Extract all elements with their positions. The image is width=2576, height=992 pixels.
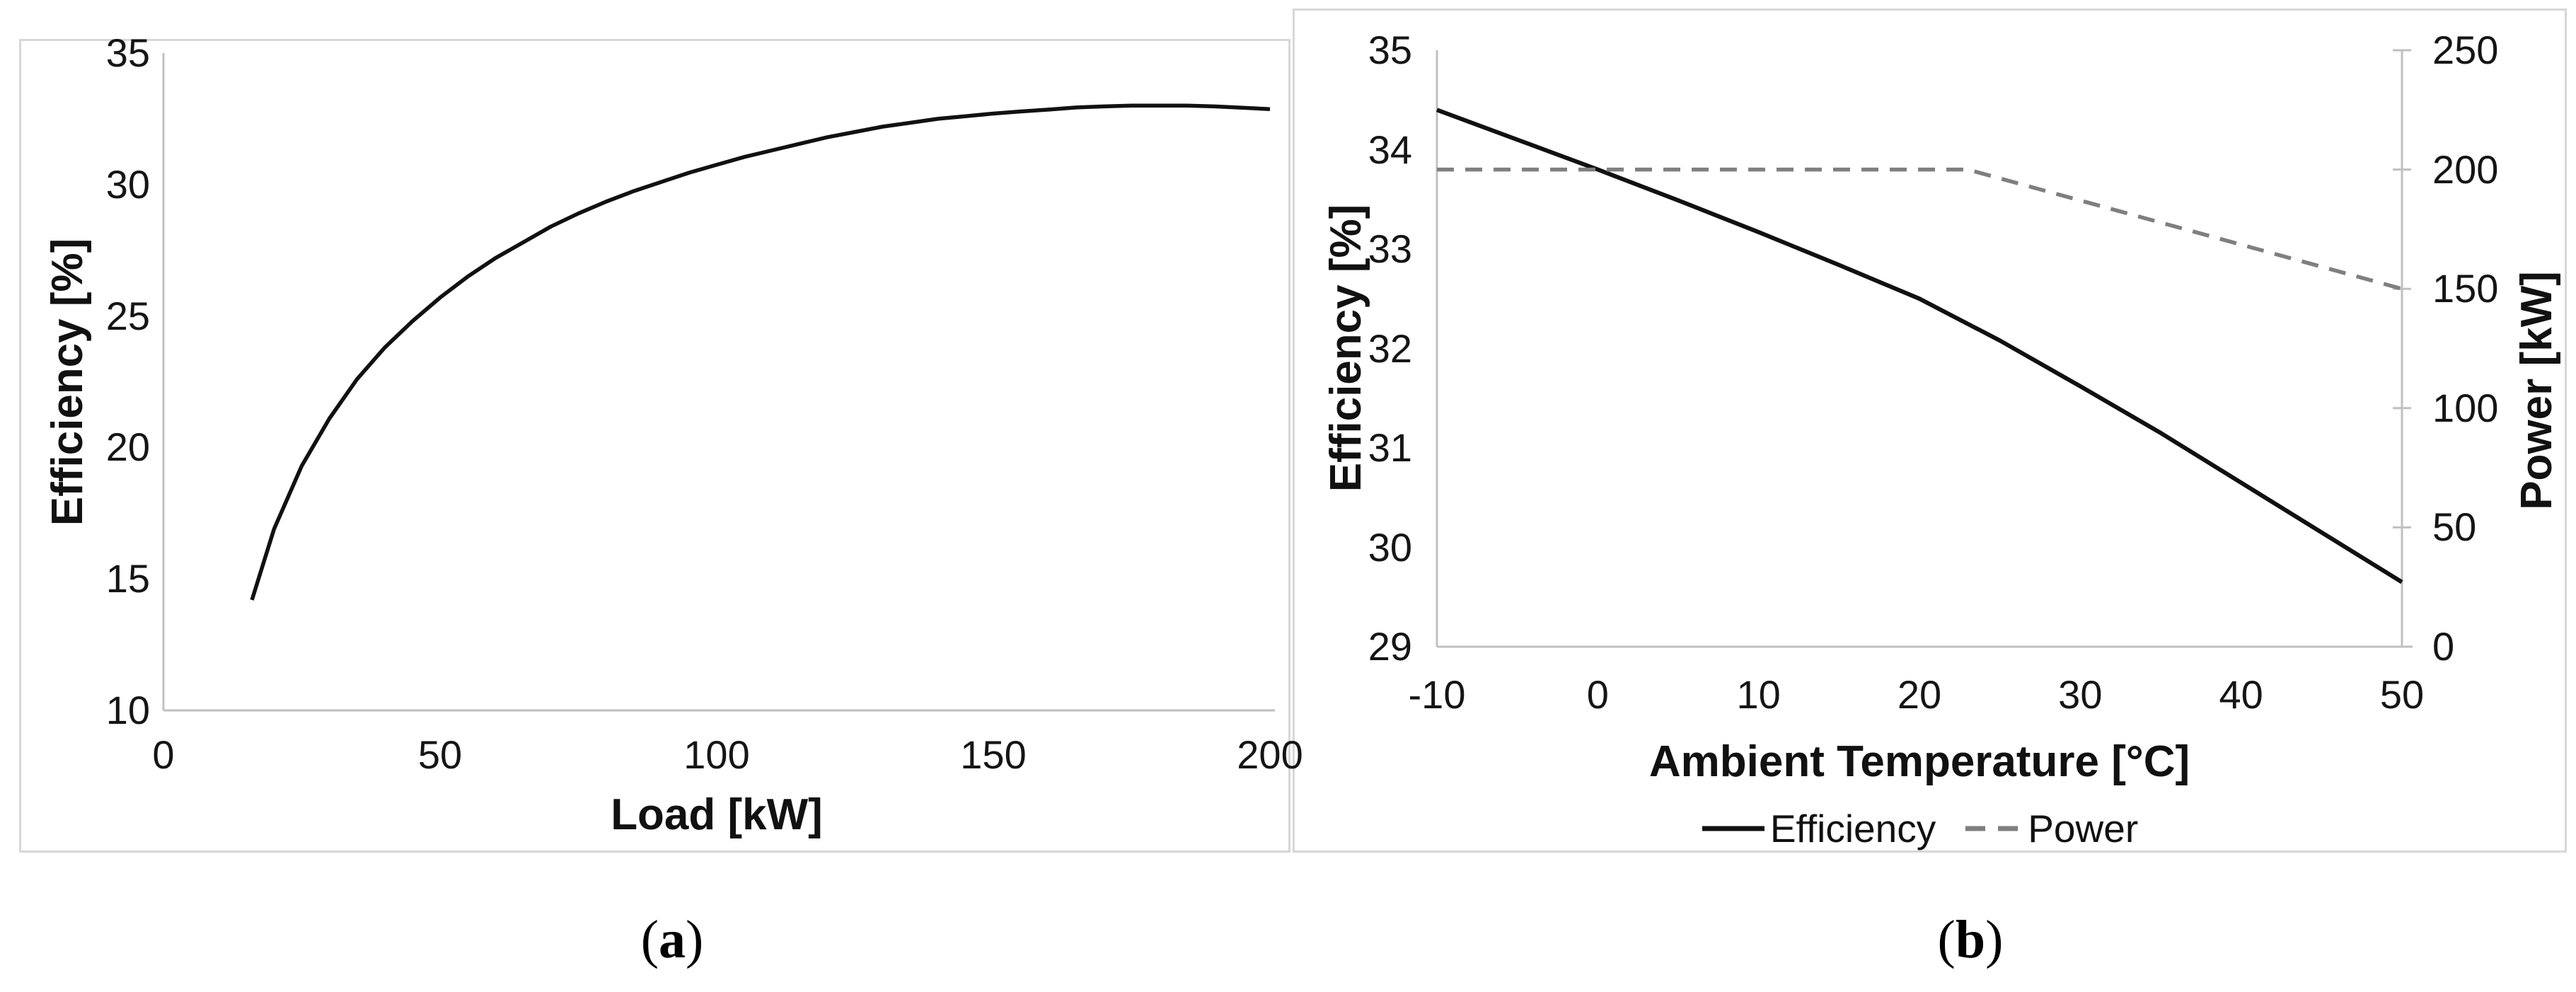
chart-a-ytick-label: 25 bbox=[105, 293, 150, 338]
chart-a-ytick-label: 30 bbox=[105, 161, 150, 207]
chart-b-left-ytick-label: 35 bbox=[1368, 28, 1412, 72]
chart-a-ytick-label: 15 bbox=[105, 556, 150, 601]
chart-b-right-ytick-label: 250 bbox=[2432, 28, 2499, 72]
chart-a-xtick-label: 150 bbox=[960, 732, 1027, 777]
chart-b-xaxis-title: Ambient Temperature [°C] bbox=[1648, 737, 2190, 786]
chart-b-left-ytick-label: 31 bbox=[1368, 425, 1412, 470]
chart-b-plot bbox=[1436, 49, 2413, 648]
chart-b-right-ytick-label: 50 bbox=[2432, 504, 2477, 550]
chart-a-plot bbox=[162, 53, 1275, 712]
legend-label-efficiency: Efficiency bbox=[1769, 807, 1936, 850]
legend-swatch-solid-line bbox=[1702, 826, 1764, 831]
caption-a: (a) bbox=[460, 909, 884, 971]
chart-b-left-ytick-label: 33 bbox=[1368, 226, 1412, 271]
chart-a-xtick-label: 0 bbox=[152, 732, 175, 777]
series-line-efficiency bbox=[1436, 108, 2403, 584]
chart-b-right-ytick-label: 200 bbox=[2432, 146, 2499, 192]
caption-a-letter: a bbox=[659, 910, 686, 969]
chart-b-right-ytick-label: 0 bbox=[2432, 624, 2455, 669]
chart-b-right-ytick-label: 150 bbox=[2432, 266, 2499, 311]
caption-b-letter: b bbox=[1955, 910, 1986, 969]
chart-a-xtick-label: 100 bbox=[683, 732, 750, 777]
chart-a-yaxis-title: Efficiency [%] bbox=[43, 238, 92, 526]
caption-a-open-paren: ( bbox=[640, 910, 659, 969]
legend-item-efficiency: Efficiency bbox=[1701, 806, 1936, 851]
chart-b-left-yaxis-title: Efficiency [%] bbox=[1322, 204, 1370, 492]
legend-label-power: Power bbox=[2028, 807, 2139, 850]
chart-b-left-ytick-label: 34 bbox=[1368, 127, 1412, 172]
caption-b-open-paren: ( bbox=[1937, 910, 1956, 969]
chart-b-xtick-label: 10 bbox=[1736, 672, 1781, 717]
caption-a-close-paren: ) bbox=[686, 910, 704, 969]
series-line-efficiency bbox=[250, 103, 1271, 601]
chart-b-left-ytick-label: 30 bbox=[1368, 524, 1412, 570]
series-line-power bbox=[1437, 167, 2403, 291]
chart-b-right-yaxis-title: Power [kW] bbox=[2512, 271, 2561, 510]
caption-b: (b) bbox=[1758, 909, 2183, 971]
panel-a bbox=[19, 39, 1290, 853]
chart-b-xtick-label: 30 bbox=[2058, 672, 2103, 717]
chart-b-xtick-label: 50 bbox=[2379, 672, 2425, 717]
legend-item-power: Power bbox=[1964, 806, 2138, 851]
chart-b-left-ytick-label: 29 bbox=[1368, 624, 1412, 669]
chart-b-legend: Efficiency Power bbox=[1437, 807, 2402, 850]
chart-a-ytick-label: 20 bbox=[105, 425, 150, 470]
chart-a-xtick-label: 200 bbox=[1237, 732, 1303, 777]
chart-b-xtick-label: 0 bbox=[1586, 672, 1609, 717]
caption-b-close-paren: ) bbox=[1985, 910, 2004, 969]
chart-b-left-ytick-label: 32 bbox=[1368, 325, 1412, 371]
chart-b-xtick-label: -10 bbox=[1408, 672, 1466, 717]
chart-a-ytick-label: 10 bbox=[105, 688, 150, 732]
chart-b-xtick-label: 40 bbox=[2219, 672, 2263, 717]
chart-a-ytick-label: 35 bbox=[105, 30, 150, 75]
chart-b-right-ytick-label: 100 bbox=[2432, 385, 2499, 430]
chart-a-xtick-label: 50 bbox=[417, 732, 463, 777]
panel-b bbox=[1293, 8, 2567, 853]
legend-swatch-dashed-line bbox=[1965, 826, 2023, 831]
chart-b-xtick-label: 20 bbox=[1897, 672, 1942, 717]
chart-a-xaxis-title: Load [kW] bbox=[611, 790, 823, 839]
